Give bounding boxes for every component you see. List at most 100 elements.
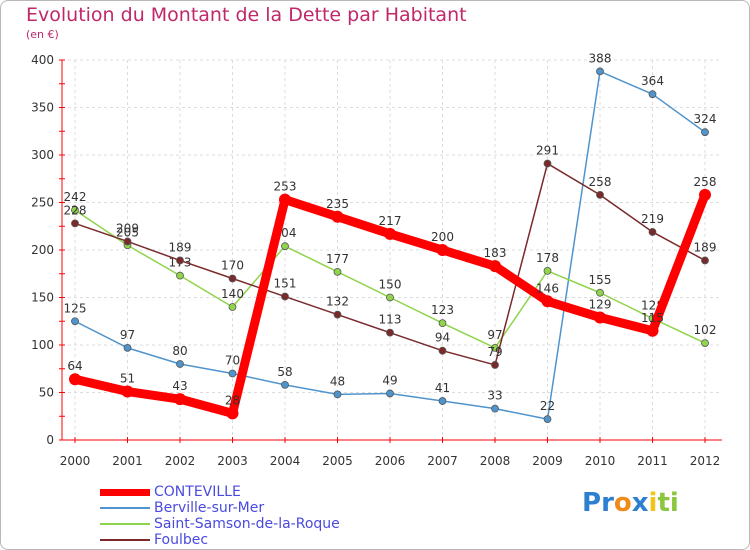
data-point (174, 393, 186, 406)
data-label: 113 (379, 313, 402, 327)
data-label: 200 (431, 230, 454, 244)
data-point (226, 407, 239, 420)
data-label: 183 (484, 246, 507, 260)
data-label: 209 (116, 221, 139, 235)
data-label: 178 (536, 251, 559, 265)
data-point (123, 343, 132, 352)
y-tick-label: 350 (31, 101, 54, 115)
data-label: 364 (641, 74, 664, 88)
data-point (386, 328, 394, 337)
data-label: 155 (589, 273, 612, 287)
x-tick-label: 2012 (690, 454, 721, 468)
data-point (491, 361, 499, 369)
y-tick-label: 200 (31, 243, 54, 257)
data-point (69, 373, 81, 386)
x-tick-label: 2009 (532, 454, 563, 468)
data-point (281, 242, 289, 251)
legend-label-foulbec: Foulbec (154, 532, 209, 548)
data-point (176, 360, 184, 368)
data-point (279, 193, 291, 206)
data-point (386, 293, 394, 302)
data-point (543, 159, 552, 168)
data-label: 64 (67, 359, 82, 373)
data-label: 150 (379, 278, 402, 292)
chart-title: Evolution du Montant de la Dette par Hab… (26, 4, 467, 26)
data-label: 58 (277, 365, 292, 379)
data-point (596, 288, 604, 297)
data-point (646, 324, 659, 337)
x-tick-label: 2005 (322, 454, 353, 468)
data-point (438, 397, 447, 405)
logo-letter: r (601, 488, 614, 518)
data-point (543, 415, 552, 424)
legend-item-conteville: CONTEVILLE (100, 484, 340, 500)
data-point (438, 346, 447, 355)
logo-letter: i (669, 488, 679, 518)
data-label: 79 (487, 345, 502, 359)
data-label: 189 (169, 240, 192, 254)
data-point (71, 219, 79, 228)
data-point (701, 339, 709, 348)
y-tick-label: 0 (46, 433, 54, 447)
data-label: 49 (382, 373, 397, 387)
logo-letter: x (631, 488, 649, 518)
data-point (333, 267, 342, 276)
data-point (176, 256, 184, 265)
data-label: 51 (120, 372, 135, 386)
data-point (71, 317, 79, 326)
data-point (543, 266, 552, 275)
data-point (333, 310, 342, 319)
data-point (436, 244, 449, 256)
x-tick-label: 2002 (165, 454, 196, 468)
data-point (594, 311, 606, 324)
data-point (228, 369, 237, 378)
legend-item-foulbec: Foulbec (100, 532, 340, 548)
data-label: 41 (435, 381, 450, 395)
legend-item-berville: Berville-sur-Mer (100, 500, 340, 516)
data-point (228, 303, 237, 311)
y-axis-unit: (en €) (26, 28, 59, 41)
y-tick-label: 300 (31, 148, 54, 162)
logo-letter: P (582, 488, 602, 518)
y-tick-label: 50 (39, 386, 54, 400)
data-label: 388 (589, 51, 612, 65)
data-label: 177 (326, 252, 349, 266)
data-label: 115 (641, 311, 664, 325)
legend-label-conteville: CONTEVILLE (154, 484, 241, 500)
data-point (491, 343, 499, 352)
data-point (596, 67, 604, 76)
data-point (386, 389, 394, 398)
legend-label-berville: Berville-sur-Mer (154, 500, 265, 516)
data-point (701, 256, 709, 265)
logo-letter: o (613, 488, 632, 518)
data-label: 132 (326, 295, 349, 309)
legend: CONTEVILLE Berville-sur-Mer Saint-Samson… (100, 484, 340, 548)
x-tick-label: 2000 (60, 454, 91, 468)
data-point (331, 210, 344, 223)
data-label: 242 (64, 190, 87, 204)
data-point (489, 260, 501, 273)
legend-swatch-saint-samson (100, 523, 150, 525)
data-label: 258 (694, 175, 717, 189)
data-label: 129 (589, 297, 612, 311)
x-tick-label: 2006 (375, 454, 406, 468)
data-point (648, 90, 657, 99)
data-label: 94 (435, 331, 450, 345)
legend-item-saint-samson: Saint-Samson-de-la-Roque (100, 516, 340, 532)
x-tick-label: 2008 (480, 454, 511, 468)
data-point (281, 380, 289, 389)
data-point (281, 292, 289, 301)
legend-swatch-foulbec (100, 539, 150, 541)
proxiti-logo: Proxiti (582, 488, 679, 518)
legend-swatch-conteville (100, 488, 150, 496)
x-tick-label: 2003 (217, 454, 248, 468)
data-point (384, 227, 396, 240)
y-tick-label: 100 (31, 338, 54, 352)
y-tick-label: 150 (31, 291, 54, 305)
x-tick-label: 2001 (112, 454, 143, 468)
x-tick-label: 2007 (427, 454, 458, 468)
data-label: 151 (274, 277, 297, 291)
data-label: 33 (487, 389, 502, 403)
